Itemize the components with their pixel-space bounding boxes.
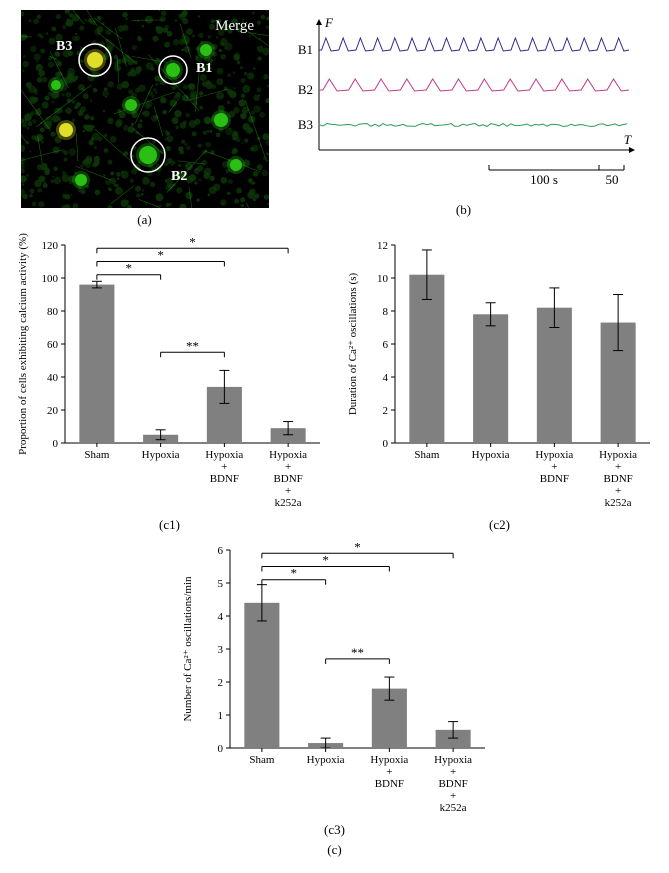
svg-text:Hypoxia: Hypoxia <box>370 754 408 766</box>
svg-text:40: 40 <box>47 372 59 384</box>
panel-a: B3 B1 B2 Merge (a) <box>21 10 269 228</box>
panel-c1: 0 20 40 60 80 100 120 Proportion of cells exhib… <box>10 233 330 533</box>
svg-text:B2: B2 <box>297 82 312 97</box>
svg-text:Sham: Sham <box>84 449 110 461</box>
svg-text:Hypoxia: Hypoxia <box>599 449 637 461</box>
svg-text:B1: B1 <box>196 61 212 76</box>
traces-plot: F T B1 B2 B3 100 s 50 <box>279 10 649 198</box>
svg-text:120: 120 <box>41 240 58 252</box>
svg-text:*: * <box>189 234 196 249</box>
svg-text:B1: B1 <box>297 42 312 57</box>
svg-text:B2: B2 <box>171 169 187 184</box>
svg-text:Number of Ca²⁺ oscillations/mi: Number of Ca²⁺ oscillations/min <box>182 576 194 722</box>
svg-text:BDNF: BDNF <box>539 473 568 485</box>
panel-c2-label: (c2) <box>489 517 510 533</box>
svg-text:3: 3 <box>217 644 223 656</box>
svg-text:Hypoxia: Hypoxia <box>471 449 509 461</box>
svg-text:1: 1 <box>217 710 223 722</box>
svg-text:4: 4 <box>217 611 223 623</box>
panel-c1-label: (c1) <box>159 517 180 533</box>
svg-text:Sham: Sham <box>414 449 440 461</box>
svg-text:6: 6 <box>382 339 388 351</box>
svg-text:+: + <box>615 485 621 497</box>
svg-text:0: 0 <box>52 438 58 450</box>
svg-text:*: * <box>157 248 164 263</box>
bottom-row: 0 1 2 3 4 5 6 Number of Ca²⁺ oscillations/min Sh… <box>5 538 664 858</box>
panel-c3-label: (c3) <box>324 822 345 838</box>
svg-text:50: 50 <box>605 172 618 187</box>
svg-text:Hypoxia: Hypoxia <box>434 754 472 766</box>
svg-text:F: F <box>324 15 334 30</box>
svg-text:6: 6 <box>217 545 223 557</box>
svg-text:k252a: k252a <box>274 497 301 509</box>
svg-text:T: T <box>623 132 631 147</box>
svg-text:Hypoxia: Hypoxia <box>269 449 307 461</box>
panel-c-parent-label: (c) <box>327 842 341 858</box>
top-row: B3 B1 B2 Merge (a) F T B1 B2 B3 100 s 50 (b) <box>5 10 664 228</box>
svg-text:100: 100 <box>41 273 58 285</box>
svg-text:2: 2 <box>217 677 223 689</box>
svg-text:Hypoxia: Hypoxia <box>306 754 344 766</box>
panel-c3: 0 1 2 3 4 5 6 Number of Ca²⁺ oscillations/min Sh… <box>175 538 495 858</box>
svg-text:*: * <box>322 553 329 568</box>
chart-c2: 0 2 4 6 8 10 12 Duration of Ca²⁺ oscillations (… <box>340 233 660 513</box>
svg-text:+: + <box>285 485 291 497</box>
svg-text:Hypoxia: Hypoxia <box>535 449 573 461</box>
svg-text:+: + <box>551 461 557 473</box>
svg-text:+: + <box>386 766 392 778</box>
svg-text:0: 0 <box>217 743 223 755</box>
svg-text:**: ** <box>351 645 364 660</box>
panel-b-label: (b) <box>456 202 471 218</box>
svg-text:+: + <box>221 461 227 473</box>
svg-text:12: 12 <box>377 240 388 252</box>
svg-text:BDNF: BDNF <box>374 778 403 790</box>
svg-text:10: 10 <box>377 273 389 285</box>
micrograph-image: B3 B1 B2 Merge <box>21 10 269 208</box>
figure-container: B3B1B2Merge (a) FTB1B2B3100 s50 (b) 0204… <box>5 10 664 858</box>
svg-text:60: 60 <box>47 339 59 351</box>
svg-text:Hypoxia: Hypoxia <box>141 449 179 461</box>
svg-text:k252a: k252a <box>439 802 466 814</box>
svg-text:Hypoxia: Hypoxia <box>205 449 243 461</box>
svg-text:+: + <box>615 461 621 473</box>
svg-text:Merge: Merge <box>215 18 254 34</box>
mid-row: 020406080100120Proportion of cells exhib… <box>5 233 664 533</box>
svg-text:100 s: 100 s <box>530 172 558 187</box>
svg-text:+: + <box>450 790 456 802</box>
svg-text:B3: B3 <box>56 39 72 54</box>
svg-text:B3: B3 <box>297 117 312 132</box>
svg-text:BDNF: BDNF <box>438 778 467 790</box>
svg-text:k252a: k252a <box>604 497 631 509</box>
svg-text:Sham: Sham <box>249 754 275 766</box>
svg-text:5: 5 <box>217 578 223 590</box>
svg-text:80: 80 <box>47 306 59 318</box>
panel-b: F T B1 B2 B3 100 s 50 (b) <box>279 10 649 228</box>
svg-text:*: * <box>125 261 132 276</box>
svg-text:*: * <box>354 539 361 554</box>
chart-c1: 0 20 40 60 80 100 120 Proportion of cells exhib… <box>10 233 330 513</box>
svg-text:8: 8 <box>382 306 388 318</box>
svg-text:BDNF: BDNF <box>209 473 238 485</box>
svg-text:+: + <box>285 461 291 473</box>
svg-text:4: 4 <box>382 372 388 384</box>
svg-text:20: 20 <box>47 405 59 417</box>
panel-c2: 0 2 4 6 8 10 12 Duration of Ca²⁺ oscillations (… <box>340 233 660 533</box>
svg-text:+: + <box>450 766 456 778</box>
svg-text:Proportion of cells exhibiting: Proportion of cells exhibiting calcium a… <box>17 233 29 455</box>
svg-text:*: * <box>290 566 297 581</box>
svg-text:2: 2 <box>382 405 388 417</box>
svg-text:0: 0 <box>382 438 388 450</box>
chart-c3: 0 1 2 3 4 5 6 Number of Ca²⁺ oscillations/min Sh… <box>175 538 495 818</box>
panel-a-label: (a) <box>137 212 151 228</box>
svg-text:Duration of Ca²⁺ oscillations: Duration of Ca²⁺ oscillations (s) <box>347 273 359 416</box>
svg-text:BDNF: BDNF <box>273 473 302 485</box>
svg-text:**: ** <box>186 338 199 353</box>
svg-text:BDNF: BDNF <box>603 473 632 485</box>
